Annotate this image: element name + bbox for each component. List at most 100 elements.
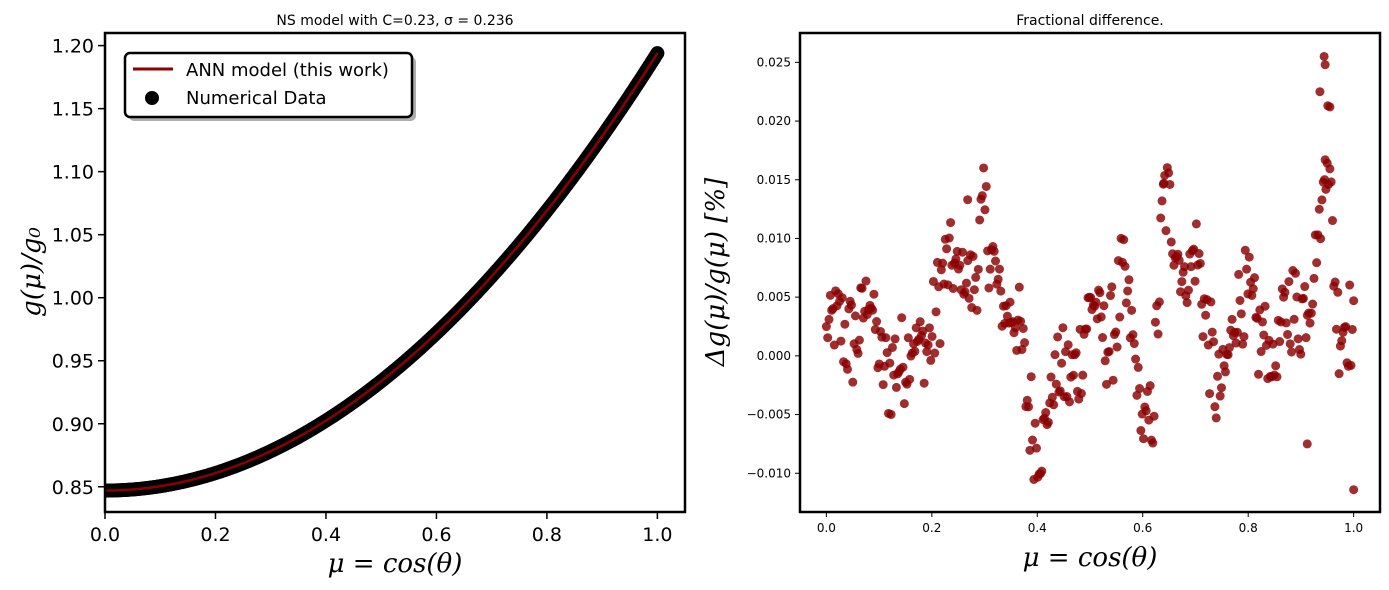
data-point [1220,367,1230,377]
data-point [1284,277,1294,287]
right-y-ticks: −0.010 −0.005 0.000 0.005 0.010 0.015 0.020 0.0… [747,55,800,480]
data-point [1191,219,1201,229]
data-point [977,191,987,201]
data-point [1082,324,1092,334]
data-point [927,331,937,341]
data-point [1071,348,1081,358]
data-point [1287,347,1297,357]
data-point [1024,402,1034,412]
data-point [938,258,948,268]
data-point [1145,381,1155,391]
data-point [1182,298,1192,308]
data-point [1285,339,1295,349]
data-point [846,300,856,310]
data-point [1010,323,1020,333]
y-tick-label: 0.020 [757,114,791,128]
right-chart-title: Fractional difference. [1016,13,1164,29]
data-point [973,264,983,274]
data-point [1076,389,1086,399]
data-point [1105,291,1115,301]
data-point [1020,338,1030,348]
data-point [824,314,834,324]
x-tick-label: 0.6 [1133,521,1152,535]
data-point [1179,262,1189,272]
y-tick-label: 1.10 [52,162,94,184]
x-tick-label: 0.8 [532,524,562,546]
data-point [1308,299,1318,309]
data-point [1153,329,1163,339]
data-point [890,334,900,344]
data-point [1327,216,1337,226]
y-tick-label: 1.05 [52,225,94,247]
data-point [1043,417,1053,427]
data-point [1150,317,1160,327]
data-point [1100,356,1110,366]
data-point [994,264,1004,274]
x-tick-label: 0.4 [1028,521,1047,535]
y-tick-label: 0.95 [52,351,94,373]
data-point [878,380,888,390]
data-point [1240,245,1250,255]
data-point [1161,226,1171,236]
data-point [1195,258,1205,268]
data-point [1063,340,1073,350]
data-point [1347,324,1357,334]
data-point [650,46,665,61]
data-point [1201,310,1211,320]
right-chart: Fractional difference. 0.0 0.2 0.4 0.6 0.8 1.… [701,13,1382,573]
data-point [1236,309,1246,319]
data-point [968,251,978,261]
data-point [821,322,831,332]
data-point [1005,297,1015,307]
data-point [1315,87,1325,97]
data-point [1289,314,1299,324]
data-point [1149,411,1159,421]
data-point [1346,360,1356,370]
data-point [1248,284,1258,294]
left-x-ticks: 0.0 0.2 0.4 0.6 0.8 1.0 [90,512,672,546]
data-point [868,305,878,315]
data-point [1283,329,1293,339]
data-point [1046,372,1056,382]
x-tick-label: 0.0 [90,524,120,546]
data-point [972,305,982,315]
y-tick-label: 0.025 [757,55,791,69]
data-point [843,364,853,374]
data-point [898,362,908,372]
data-point [1232,327,1242,337]
data-point [1124,275,1134,285]
data-point [1247,290,1257,300]
data-point [1216,383,1226,393]
data-point [850,311,860,321]
data-point [1157,196,1167,206]
data-point [915,317,925,327]
data-point [853,348,863,358]
data-point [1112,342,1122,352]
data-point [1159,178,1169,188]
y-tick-label: 0.90 [52,414,94,436]
left-chart: NS model with C=0.23, σ = 0.236 0.0 0.2 0.… [17,13,687,579]
data-point [1238,339,1248,349]
data-point [1296,349,1306,359]
data-point [1345,280,1355,290]
data-point [1223,350,1233,360]
data-point [885,358,895,368]
data-point [1119,235,1129,245]
data-point [881,333,891,343]
x-tick-label: 0.2 [922,521,941,535]
data-point [1275,337,1285,347]
ann-model-line [105,52,659,492]
data-point [1280,287,1290,297]
data-point [899,399,909,409]
data-point [924,323,934,333]
data-point [1028,435,1038,445]
data-point [980,205,990,215]
data-point [1166,237,1176,247]
left-chart-title: NS model with C=0.23, σ = 0.236 [276,13,513,29]
data-point [829,340,839,350]
data-point [936,265,946,275]
data-point [1198,332,1208,342]
data-point [1316,234,1326,244]
data-point [886,409,896,419]
data-point [905,374,915,384]
